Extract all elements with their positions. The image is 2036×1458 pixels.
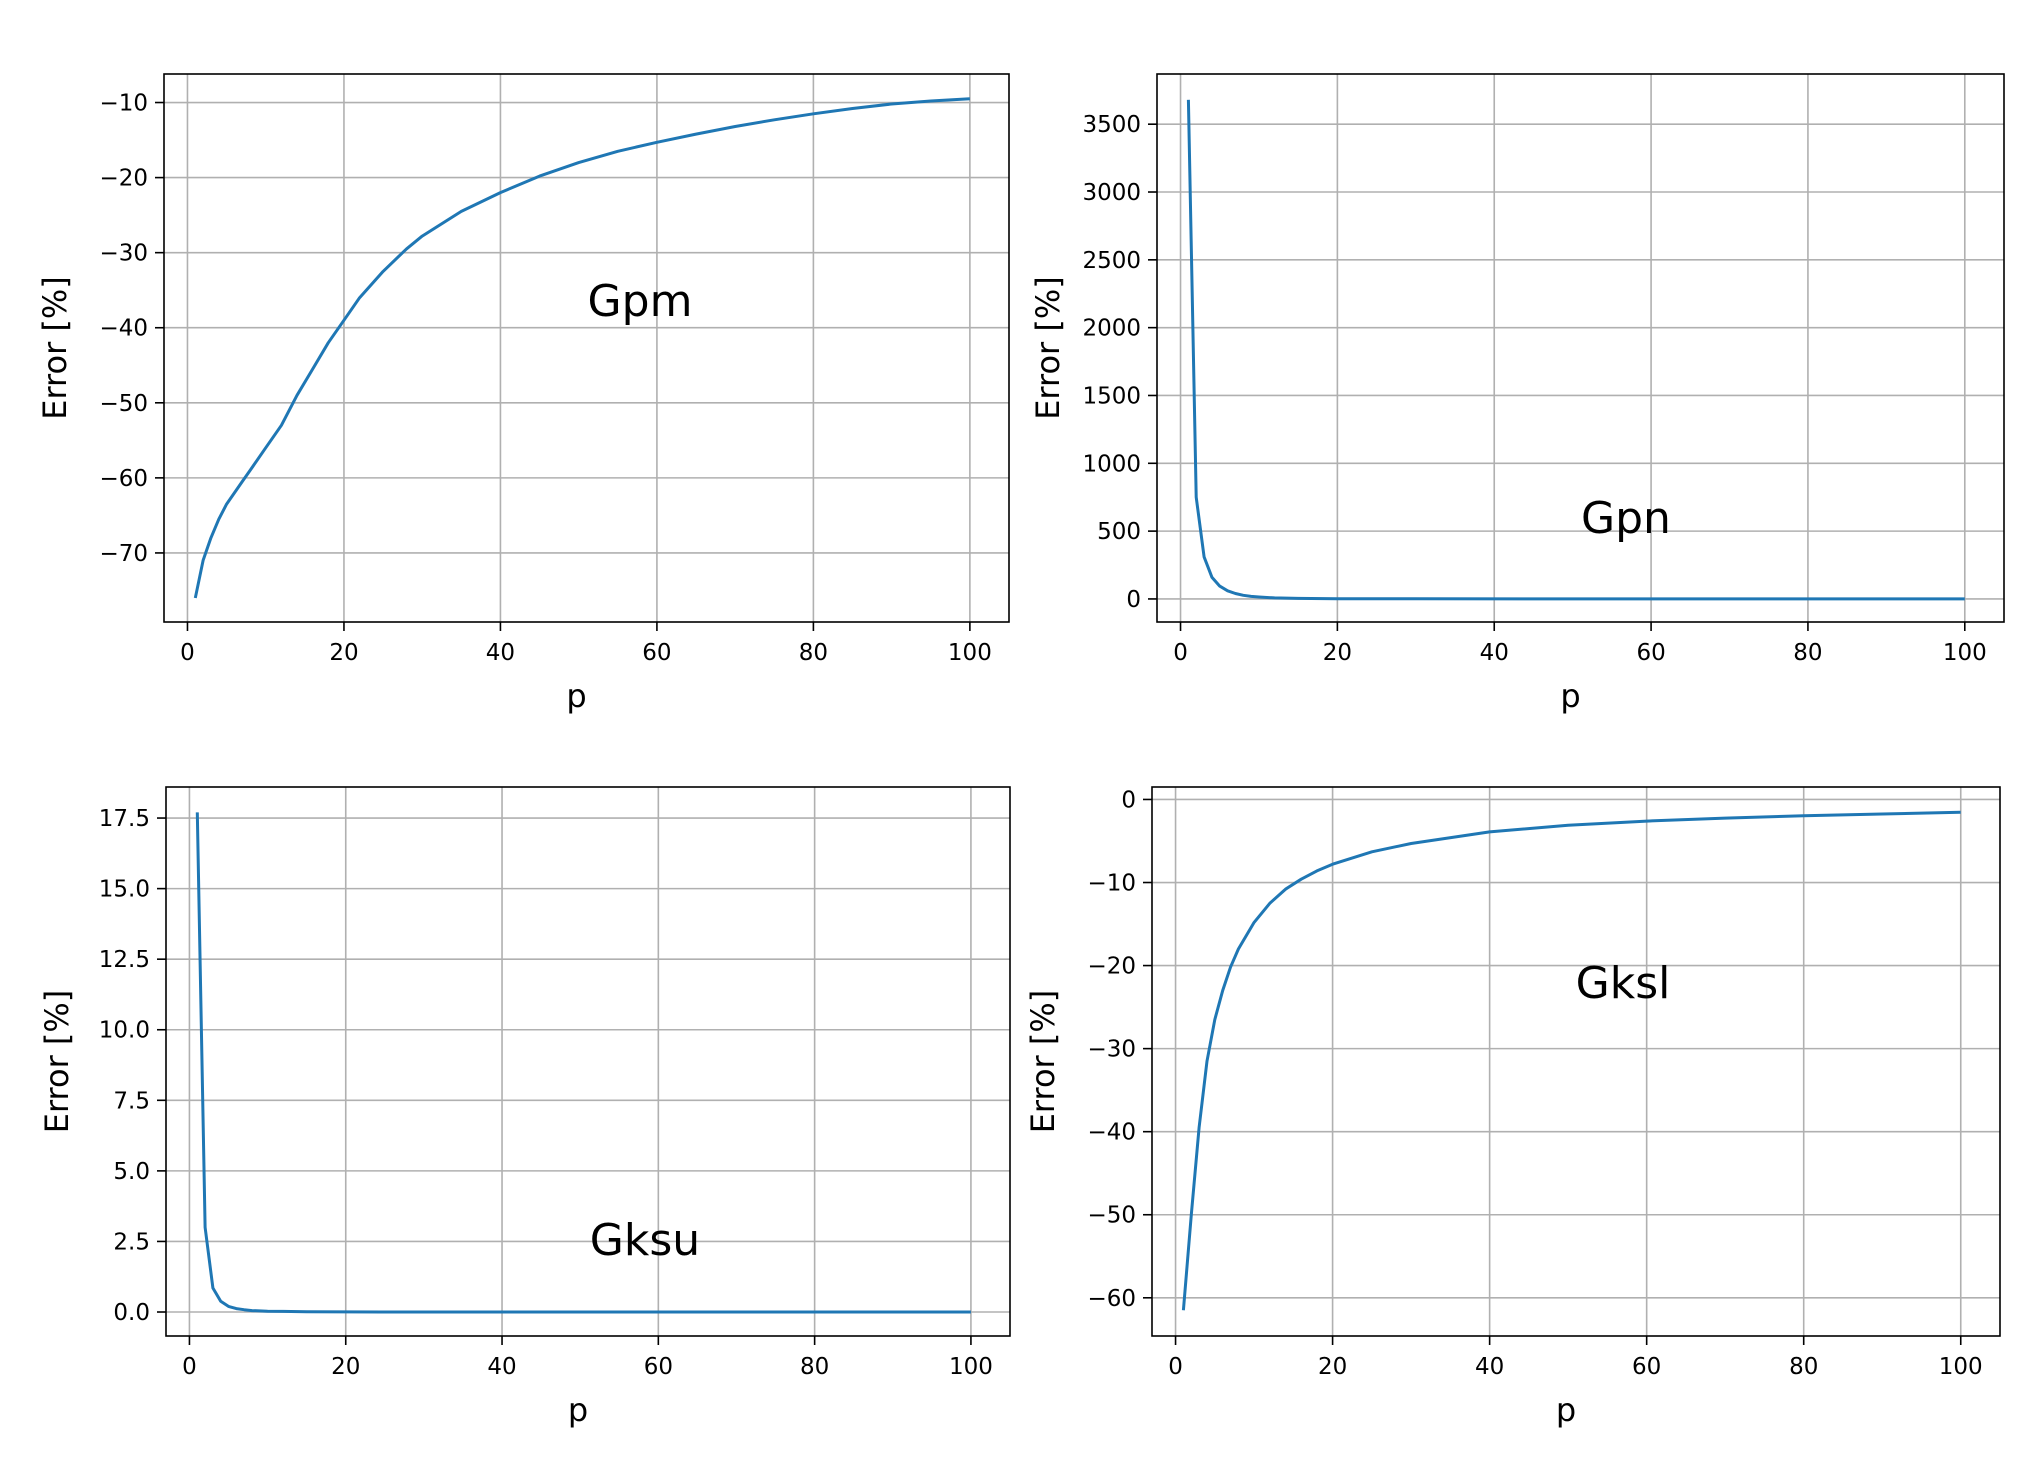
y-tick-label: −50 xyxy=(99,391,148,417)
y-tick-label: 12.5 xyxy=(99,947,150,973)
subplot-annotation: Gpm xyxy=(588,276,693,327)
x-tick-label: 0 xyxy=(1173,640,1188,666)
y-axis-label: Error [%] xyxy=(1024,990,1062,1134)
x-tick-label: 0 xyxy=(182,1354,197,1380)
subplot-gksu: 0 20 40 60 80 100 0.0 2.5 5.0 7.5 10.0 12.5 15.0 17.5… xyxy=(38,786,1011,1429)
plot-frame xyxy=(163,73,1010,623)
y-tick-label: −60 xyxy=(99,466,148,492)
x-tick-label: 20 xyxy=(329,640,358,666)
y-tick-label: 0.0 xyxy=(113,1300,150,1326)
y-tick-label: 0 xyxy=(1126,587,1141,613)
y-tick-label: 7.5 xyxy=(113,1088,150,1114)
y-tick-label: 3500 xyxy=(1082,112,1141,138)
x-tick-label: 0 xyxy=(180,640,195,666)
subplot-gksl: 0 20 40 60 80 100 −60 −50 −40 −30 −20 −10 0 p Error [%… xyxy=(1024,786,2001,1429)
y-tick-label: 5.0 xyxy=(113,1159,150,1185)
y-tick-label: −50 xyxy=(1087,1203,1136,1229)
x-tick-label: 40 xyxy=(486,640,515,666)
x-tick-label: 0 xyxy=(1168,1354,1183,1380)
y-tick-label: 2000 xyxy=(1082,316,1141,342)
x-axis-label: p xyxy=(568,1391,588,1429)
y-tick-label: −60 xyxy=(1087,1286,1136,1312)
y-tick-label: 500 xyxy=(1097,519,1141,545)
x-tick-label: 100 xyxy=(1939,1354,1983,1380)
y-tick-label: −10 xyxy=(99,91,148,117)
y-axis-label: Error [%] xyxy=(36,276,74,420)
y-tick-label: 15.0 xyxy=(99,877,150,903)
x-tick-label: 20 xyxy=(1318,1354,1347,1380)
x-tick-label: 60 xyxy=(1632,1354,1661,1380)
plot-frame xyxy=(165,786,1011,1337)
x-tick-label: 80 xyxy=(799,640,828,666)
x-tick-label: 80 xyxy=(1789,1354,1818,1380)
x-axis-label: p xyxy=(566,677,586,715)
y-tick-label: 2500 xyxy=(1082,248,1141,274)
x-tick-label: 100 xyxy=(949,1354,993,1380)
y-tick-label: −30 xyxy=(99,241,148,267)
series-line xyxy=(1186,99,1965,601)
y-tick-label: 17.5 xyxy=(99,806,150,832)
plot-frame xyxy=(1151,786,2001,1337)
y-tick-label: −30 xyxy=(1087,1037,1136,1063)
y-tick-label: −10 xyxy=(1087,871,1136,897)
series-line xyxy=(193,97,970,599)
subplot-annotation: Gksl xyxy=(1576,958,1671,1009)
y-tick-label: −20 xyxy=(1087,954,1136,980)
y-tick-label: 2.5 xyxy=(113,1229,150,1255)
y-tick-label: −70 xyxy=(99,541,148,567)
y-tick-label: 3000 xyxy=(1082,180,1141,206)
x-tick-label: 100 xyxy=(948,640,992,666)
y-tick-label: −40 xyxy=(99,316,148,342)
x-tick-label: 40 xyxy=(1475,1354,1504,1380)
x-axis-label: p xyxy=(1560,677,1580,715)
x-tick-label: 80 xyxy=(800,1354,829,1380)
x-tick-label: 40 xyxy=(487,1354,516,1380)
x-tick-label: 20 xyxy=(331,1354,360,1380)
y-axis-label: Error [%] xyxy=(1029,276,1067,420)
y-axis-label: Error [%] xyxy=(38,990,76,1134)
y-tick-label: 1500 xyxy=(1082,383,1141,409)
y-tick-label: −20 xyxy=(99,166,148,192)
subplot-annotation: Gpn xyxy=(1581,493,1671,544)
x-tick-label: 60 xyxy=(642,640,671,666)
x-tick-label: 20 xyxy=(1323,640,1352,666)
x-tick-label: 40 xyxy=(1480,640,1509,666)
x-tick-label: 100 xyxy=(1943,640,1987,666)
x-tick-label: 60 xyxy=(644,1354,673,1380)
y-tick-label: 0 xyxy=(1121,787,1136,813)
x-axis-label: p xyxy=(1556,1391,1576,1429)
subplot-gpn: 0 20 40 60 80 1000500100015002000250030003500… xyxy=(1029,73,2005,715)
series-line xyxy=(195,812,971,1314)
series-line xyxy=(1181,810,1961,1311)
x-tick-label: 60 xyxy=(1636,640,1665,666)
y-tick-label: −40 xyxy=(1087,1120,1136,1146)
plot-frame xyxy=(1156,73,2005,623)
y-tick-label: 10.0 xyxy=(99,1018,150,1044)
x-tick-label: 80 xyxy=(1793,640,1822,666)
subplot-gpm: 0 20 40 60 80 100 −70 −60 −50 −40 −30 −20 −10 p Error … xyxy=(36,73,1010,715)
subplot-annotation: Gksu xyxy=(590,1215,700,1266)
y-tick-label: 1000 xyxy=(1082,451,1141,477)
